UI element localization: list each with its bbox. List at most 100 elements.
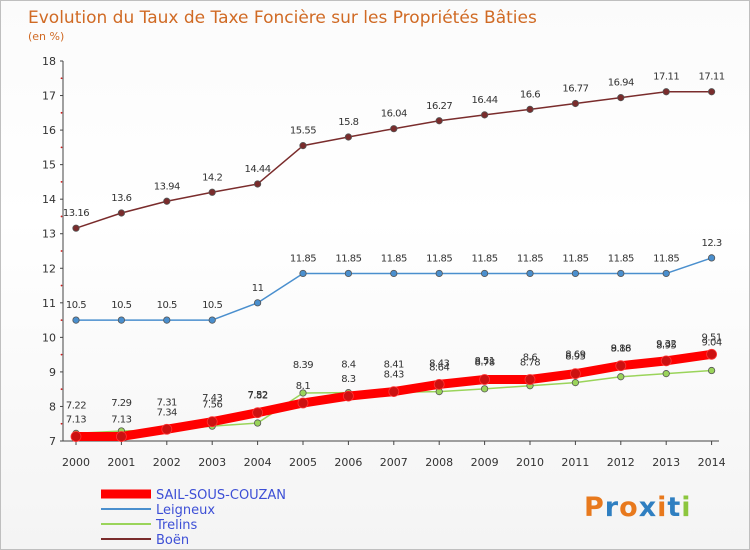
data-label: 13.16 bbox=[63, 208, 89, 219]
data-point bbox=[342, 390, 354, 402]
data-label: 17.11 bbox=[653, 72, 679, 83]
data-label: 8.43 bbox=[384, 370, 404, 381]
data-point bbox=[344, 269, 352, 278]
data-point bbox=[390, 125, 398, 133]
legend-item: SAIL-SOUS-COUZAN bbox=[156, 488, 286, 503]
data-label: 7.43 bbox=[202, 393, 222, 404]
data-point bbox=[571, 269, 580, 278]
data-label: 7.22 bbox=[66, 400, 86, 411]
plot-area: 13.16 13.6 13.94 14.2 14.44 15.55 15.8 16.04 16.… bbox=[63, 72, 725, 442]
data-label: 17.11 bbox=[699, 72, 725, 83]
data-point bbox=[435, 269, 443, 278]
data-label: 11.85 bbox=[562, 253, 588, 264]
data-point bbox=[117, 316, 126, 324]
logo-text: Proxiti bbox=[584, 492, 692, 523]
data-label: 9.32 bbox=[656, 339, 676, 350]
logo-letter: x bbox=[639, 492, 657, 523]
data-label: 9.51 bbox=[701, 332, 721, 343]
data-point bbox=[707, 88, 716, 96]
x-tick-label: 2008 bbox=[425, 456, 453, 469]
data-label: 8.86 bbox=[611, 344, 631, 355]
y-minor-dot bbox=[60, 250, 63, 252]
data-label: 14.44 bbox=[245, 164, 271, 175]
data-point bbox=[707, 254, 716, 262]
data-point bbox=[524, 374, 536, 385]
data-label: 8.43 bbox=[429, 359, 449, 370]
y-tick-label: 11 bbox=[42, 297, 56, 310]
data-point bbox=[526, 105, 534, 113]
data-label: 8.95 bbox=[656, 341, 676, 352]
data-label: 7.82 bbox=[247, 391, 267, 402]
logo-letter: i bbox=[657, 492, 667, 523]
x-tick-label: 2011 bbox=[561, 456, 589, 469]
data-point bbox=[297, 397, 309, 409]
data-label: 12.3 bbox=[701, 238, 721, 249]
data-label: 16.77 bbox=[562, 83, 588, 94]
data-label: 8.39 bbox=[293, 360, 313, 371]
x-tick-label: 2004 bbox=[244, 456, 272, 469]
y-tick-label: 14 bbox=[42, 193, 56, 206]
data-point bbox=[299, 142, 307, 150]
y-tick-label: 16 bbox=[42, 124, 56, 137]
data-label: 8.78 bbox=[474, 358, 494, 369]
data-label: 11 bbox=[252, 283, 264, 294]
legend-item: Leigneux bbox=[156, 503, 215, 518]
data-point bbox=[571, 379, 580, 387]
data-point bbox=[163, 197, 171, 205]
data-point bbox=[70, 431, 82, 442]
data-point bbox=[479, 374, 491, 385]
data-label: 11.85 bbox=[608, 253, 634, 264]
data-label: 15.55 bbox=[290, 126, 316, 137]
data-label: 11.85 bbox=[426, 253, 452, 264]
y-tick-label: 18 bbox=[42, 55, 56, 68]
data-point bbox=[617, 94, 625, 102]
axes: 7 8 9 10 11 12 13 14 15 16 17 18 2000 2001 2002 2003 200… bbox=[42, 55, 726, 469]
data-label: 16.44 bbox=[472, 95, 498, 106]
data-label: 13.94 bbox=[154, 181, 180, 192]
x-tick-label: 2005 bbox=[289, 456, 317, 469]
data-point bbox=[480, 111, 489, 119]
data-point bbox=[570, 368, 581, 380]
data-label: 7.34 bbox=[157, 407, 177, 418]
legend-item: Trelins bbox=[155, 518, 198, 533]
data-point bbox=[299, 389, 307, 397]
logo-letter: t bbox=[667, 492, 681, 523]
x-tick-label: 2000 bbox=[62, 456, 90, 469]
data-label: 16.04 bbox=[381, 109, 407, 120]
data-label: 8.3 bbox=[341, 374, 356, 385]
data-point bbox=[206, 416, 218, 428]
data-label: 16.94 bbox=[608, 78, 634, 89]
y-tick-label: 9 bbox=[49, 366, 56, 379]
x-tick-label: 2006 bbox=[334, 456, 362, 469]
data-label: 8.6 bbox=[523, 353, 538, 364]
data-point bbox=[707, 366, 716, 375]
data-point bbox=[163, 316, 171, 324]
x-tick-label: 2010 bbox=[516, 456, 544, 469]
y-tick-label: 13 bbox=[42, 228, 56, 241]
data-point bbox=[299, 269, 307, 278]
y-tick-label: 7 bbox=[49, 435, 56, 448]
data-label: 7.31 bbox=[157, 397, 177, 408]
logo-letter: P bbox=[584, 492, 605, 523]
data-label: 7.13 bbox=[111, 415, 131, 426]
data-label: 8.41 bbox=[384, 359, 404, 370]
data-point bbox=[480, 385, 489, 393]
data-point bbox=[526, 269, 534, 278]
x-tick-label: 2013 bbox=[652, 456, 680, 469]
data-label: 10.5 bbox=[202, 300, 222, 311]
data-label: 11.85 bbox=[335, 253, 361, 264]
data-label: 10.5 bbox=[111, 300, 131, 311]
chart-subtitle: (en %) bbox=[28, 30, 64, 43]
data-label: 7.52 bbox=[247, 390, 267, 401]
data-label: 9.18 bbox=[611, 344, 631, 355]
logo-letter: r bbox=[605, 492, 619, 523]
data-point bbox=[344, 133, 352, 141]
data-label: 7.29 bbox=[111, 398, 131, 409]
y-minor-dot bbox=[60, 77, 63, 80]
data-point bbox=[254, 419, 262, 427]
y-minor-dot bbox=[60, 181, 63, 183]
chart-title: Evolution du Taux de Taxe Foncière sur l… bbox=[28, 8, 537, 28]
logo-letter: o bbox=[619, 492, 639, 523]
